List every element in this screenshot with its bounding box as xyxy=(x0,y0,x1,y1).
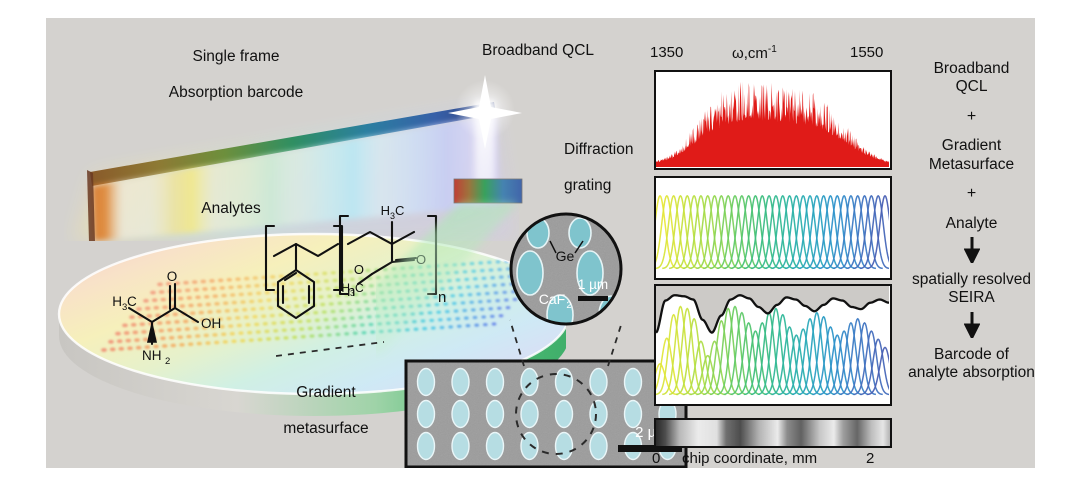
svg-text:C: C xyxy=(355,281,364,295)
axis-bottom-right-tick: 2 xyxy=(866,450,875,467)
chart-qcl-emission xyxy=(654,70,892,170)
diffraction-grating-label: Diffraction grating xyxy=(564,123,690,195)
svg-text:3: 3 xyxy=(390,211,395,221)
pipeline-column: Broadband QCL + Gradient Metasurface + A… xyxy=(908,60,1035,382)
step4-line2: SEIRA xyxy=(948,289,995,307)
analytes-label: Analytes xyxy=(201,200,261,217)
figure-panel: Single frame Absorption barcode Analytes… xyxy=(46,18,1035,468)
omega-exponent: -1 xyxy=(767,44,777,55)
chart-seira-modulated xyxy=(654,284,892,406)
gm-line-2: metasurface xyxy=(283,419,369,437)
barcode-gradient xyxy=(656,420,890,446)
gradient-metasurface-label: Gradient metasurface xyxy=(246,366,406,438)
svg-text:3: 3 xyxy=(122,302,127,313)
step4-line1: spatially resolved xyxy=(912,271,1031,289)
spectra-charts: 1350 ω,cm-1 1550 0 chip coordinate, mm 2 xyxy=(650,44,904,467)
svg-text:n: n xyxy=(438,289,446,306)
pipeline-step-barcode: Barcode of analyte absorption xyxy=(908,346,1035,383)
pipeline-step-seira: spatially resolved SEIRA xyxy=(908,271,1035,308)
svg-text:3: 3 xyxy=(350,288,355,298)
qcl-source-and-grating xyxy=(376,53,706,383)
axis-top-label: ω,cm-1 xyxy=(732,44,777,62)
svg-text:C: C xyxy=(127,294,137,309)
chart-metasurface-resonances xyxy=(654,176,892,280)
analyte-polystyrene-structure: n xyxy=(252,212,372,352)
absorption-barcode-slab xyxy=(64,66,519,241)
pipeline-step-qcl: Broadband QCL xyxy=(908,60,1035,97)
grating-line-2: grating xyxy=(564,176,612,194)
step1-line2: QCL xyxy=(955,78,988,96)
svg-text:OH: OH xyxy=(201,316,221,331)
pipeline-plus-1: + xyxy=(966,107,977,125)
pipeline-arrow-2 xyxy=(908,311,1035,343)
step2-line2: Metasurface xyxy=(928,155,1015,173)
absorption-barcode-strip xyxy=(654,418,892,448)
title-line-2: Absorption barcode xyxy=(168,83,304,101)
pipeline-arrow-1 xyxy=(908,237,1035,268)
sem-circular-inset: Ge CaF 2 1 µm xyxy=(508,211,624,327)
pipeline-plus-2: + xyxy=(966,185,977,202)
omega-label: ω,cm xyxy=(732,45,768,62)
pipeline-step-analyte: Analyte xyxy=(945,214,998,232)
svg-text:2: 2 xyxy=(566,300,571,311)
svg-text:H: H xyxy=(112,294,122,309)
svg-text:C: C xyxy=(395,203,404,218)
zoom-leader-lines-2 xyxy=(509,319,623,367)
gm-line-1: Gradient xyxy=(296,383,356,401)
step1-line1: Broadband xyxy=(933,60,1010,77)
grating-line-1: Diffraction xyxy=(564,140,634,158)
analyte-alanine-structure: H 3 C O OH NH 2 xyxy=(84,262,234,372)
step5-line1: Barcode of xyxy=(934,345,1009,363)
svg-text:H: H xyxy=(381,203,390,218)
axis-bottom-left-tick: 0 xyxy=(652,450,661,467)
qcl-label: Broadband QCL xyxy=(481,42,595,59)
svg-text:H: H xyxy=(341,281,350,295)
svg-text:Ge: Ge xyxy=(556,248,575,264)
step2-line1: Gradient xyxy=(941,137,1002,155)
pipeline-step-metasurface: Gradient Metasurface xyxy=(908,137,1035,174)
absorption-barcode-title: Single frame Absorption barcode xyxy=(106,30,366,102)
svg-text:2: 2 xyxy=(165,356,170,367)
axis-bottom-label: chip coordinate, mm xyxy=(682,450,818,467)
svg-text:1 µm: 1 µm xyxy=(578,277,608,292)
axis-top-right-tick: 1550 xyxy=(850,44,884,61)
svg-text:n: n xyxy=(347,283,355,300)
sem-rectangular-inset: 2 µm xyxy=(404,359,688,468)
axis-top-left-tick: 1350 xyxy=(650,44,684,61)
svg-text:O: O xyxy=(167,269,178,284)
step5-line2: analyte absorption xyxy=(908,364,1035,381)
title-line-1: Single frame xyxy=(192,47,280,65)
svg-text:O: O xyxy=(354,262,364,277)
svg-text:NH: NH xyxy=(142,348,162,363)
svg-text:CaF: CaF xyxy=(539,291,565,307)
